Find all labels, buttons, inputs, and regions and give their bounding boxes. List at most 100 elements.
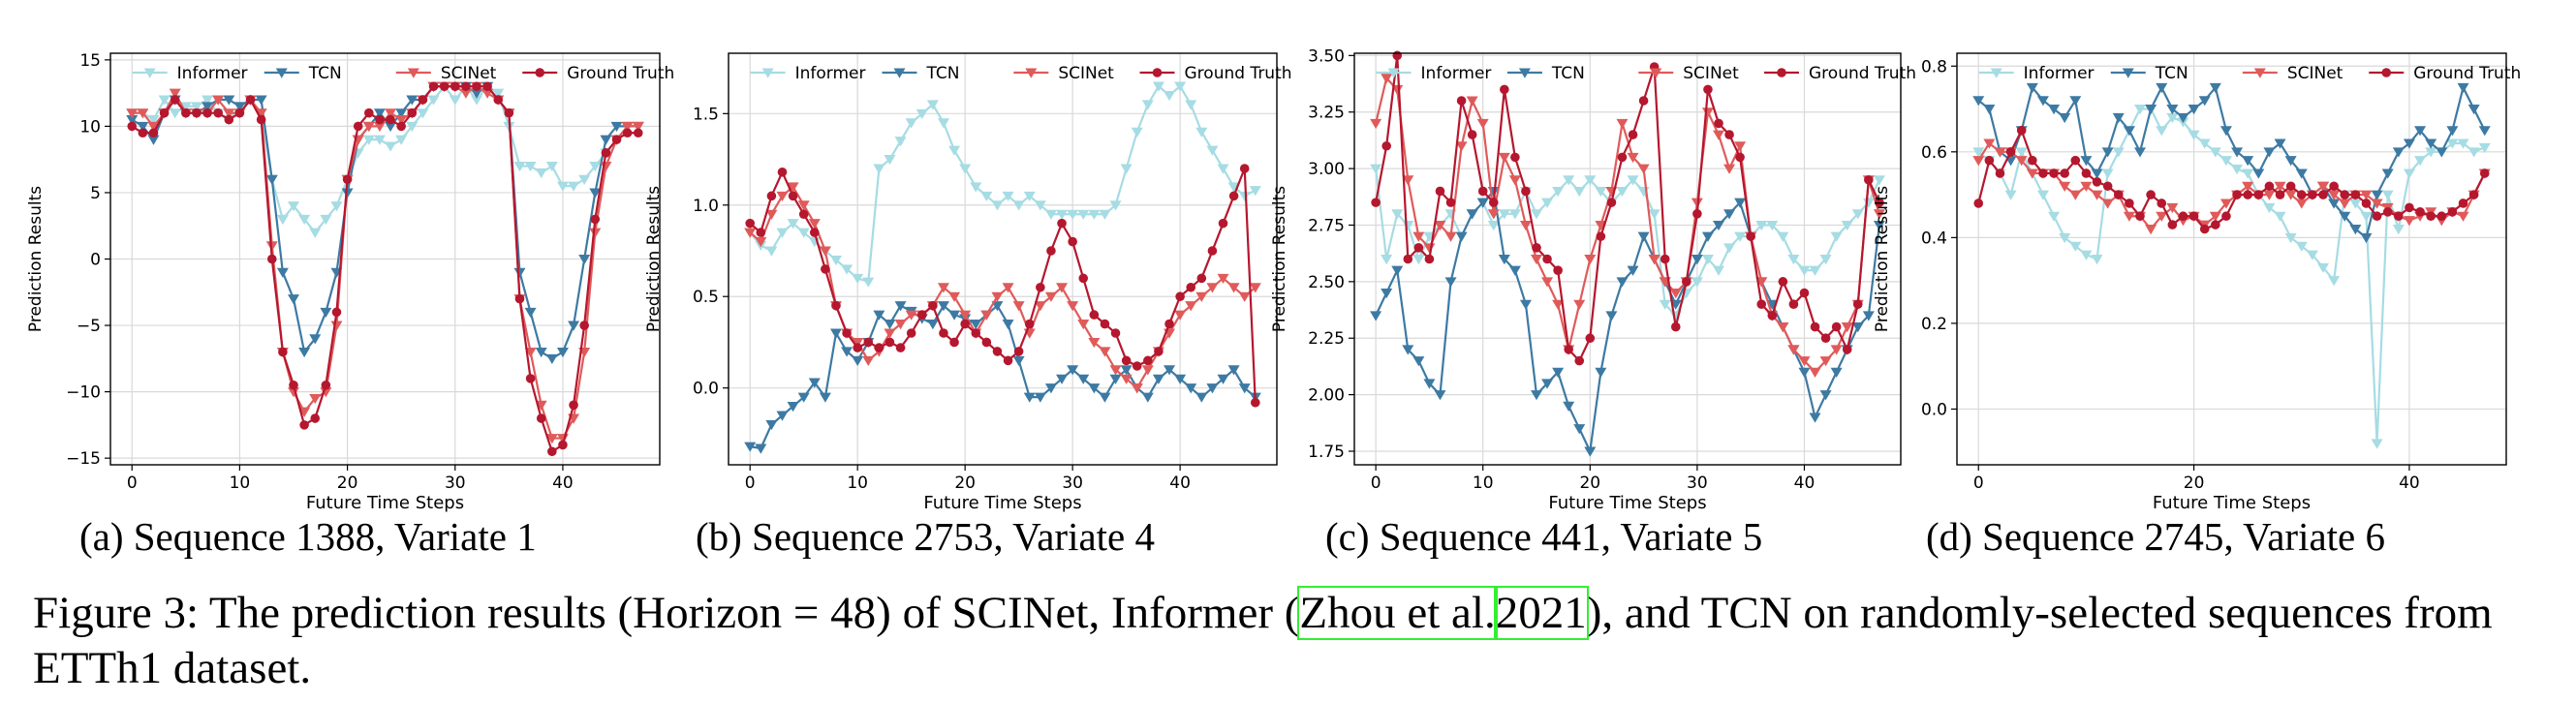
legend-item-tcn: TCN xyxy=(882,64,959,83)
data-point xyxy=(2145,105,2157,115)
data-point xyxy=(2059,181,2071,192)
data-point xyxy=(2457,211,2469,222)
data-point xyxy=(1809,367,1821,378)
data-point xyxy=(2080,250,2093,260)
data-point xyxy=(2038,168,2048,178)
data-point xyxy=(386,114,395,125)
data-point xyxy=(1648,255,1660,265)
data-point xyxy=(1532,243,1541,253)
data-point xyxy=(1034,392,1046,403)
data-point xyxy=(971,328,981,338)
data-point xyxy=(777,167,788,177)
data-point xyxy=(159,107,170,118)
data-point xyxy=(1701,107,1714,118)
data-point xyxy=(1627,152,1639,164)
data-point xyxy=(2274,211,2286,222)
data-point xyxy=(1701,255,1714,265)
y-tick-label: 2.25 xyxy=(1308,329,1345,349)
legend-marker xyxy=(535,68,545,77)
data-point xyxy=(1434,390,1446,401)
data-point xyxy=(841,264,853,275)
data-point xyxy=(2166,105,2179,115)
data-point xyxy=(2101,168,2114,179)
data-point xyxy=(1445,198,1456,207)
y-tick-label: 1.75 xyxy=(1308,443,1345,462)
data-point xyxy=(535,400,547,412)
data-point xyxy=(320,387,332,398)
data-point xyxy=(1788,299,1799,310)
data-point xyxy=(2403,168,2415,179)
data-point xyxy=(2425,138,2437,149)
data-point xyxy=(450,81,460,92)
data-point xyxy=(948,310,961,321)
data-point xyxy=(2328,190,2341,200)
legend-marker xyxy=(1650,68,1662,78)
data-point xyxy=(1627,265,1639,276)
data-point xyxy=(439,81,450,92)
data-point xyxy=(2178,211,2188,222)
data-point xyxy=(2425,147,2437,158)
data-point xyxy=(2059,112,2071,124)
chart-panel-4: 0 20 40 0.0 0.2 0.4 0.6 0.8 Future Time Steps Pre… xyxy=(1873,52,2521,513)
data-point xyxy=(1023,191,1036,202)
data-point xyxy=(831,300,841,311)
legend-item-tcn: TCN xyxy=(2110,64,2188,83)
data-point xyxy=(2036,96,2049,107)
data-point xyxy=(884,320,896,330)
data-point xyxy=(959,164,972,174)
data-point xyxy=(2275,190,2285,199)
data-point xyxy=(2156,211,2168,222)
data-point xyxy=(1391,265,1404,276)
data-point xyxy=(2329,181,2339,192)
data-point xyxy=(1563,401,1575,412)
data-point xyxy=(1227,283,1240,293)
data-point xyxy=(1563,175,1575,186)
data-point xyxy=(905,310,917,321)
data-point xyxy=(1120,164,1133,174)
panel-caption-d: (d) Sequence 2745, Variate 6 xyxy=(1926,514,2386,559)
data-point xyxy=(632,121,644,133)
figure-caption-suffix: ), and TCN on randomly-selected sequence… xyxy=(33,588,2493,693)
data-point xyxy=(2381,190,2394,200)
data-point xyxy=(1467,130,1477,139)
data-point xyxy=(578,255,591,265)
data-point xyxy=(980,310,993,321)
data-point xyxy=(1466,209,1478,220)
data-point xyxy=(1498,209,1510,220)
data-point xyxy=(1381,255,1393,265)
data-point xyxy=(2016,125,2027,136)
data-point xyxy=(1206,283,1219,293)
data-point xyxy=(980,191,993,202)
data-point xyxy=(2242,181,2254,192)
data-point xyxy=(492,88,505,99)
data-point xyxy=(2069,190,2082,200)
data-point xyxy=(2135,211,2145,222)
data-point xyxy=(1186,282,1196,292)
data-point xyxy=(1984,155,1995,166)
data-point xyxy=(1455,231,1468,242)
legend: Informer TCN SCINet Ground Truth xyxy=(750,64,1292,83)
data-point xyxy=(2091,255,2103,265)
data-point xyxy=(1141,392,1154,403)
data-point xyxy=(385,141,397,152)
series-scinet xyxy=(1972,138,2491,235)
data-point xyxy=(1002,191,1014,202)
citation-author-link[interactable]: Zhou et al. xyxy=(1297,586,1498,640)
data-point xyxy=(2157,199,2167,208)
data-point xyxy=(1799,288,1810,298)
data-point xyxy=(1423,243,1436,254)
citation-year-link[interactable]: 2021 xyxy=(1493,586,1589,640)
data-point xyxy=(928,300,938,311)
data-point xyxy=(2295,199,2308,209)
data-point xyxy=(1798,265,1811,276)
data-point xyxy=(1435,186,1445,197)
data-point xyxy=(841,347,853,357)
data-point xyxy=(1552,367,1565,378)
data-point xyxy=(1972,156,1985,167)
legend-item-scinet: SCINet xyxy=(395,64,497,83)
data-point xyxy=(1228,191,1239,201)
data-point xyxy=(1381,140,1391,151)
data-point xyxy=(1036,282,1045,292)
data-point xyxy=(1056,374,1069,384)
data-point xyxy=(1109,374,1122,384)
